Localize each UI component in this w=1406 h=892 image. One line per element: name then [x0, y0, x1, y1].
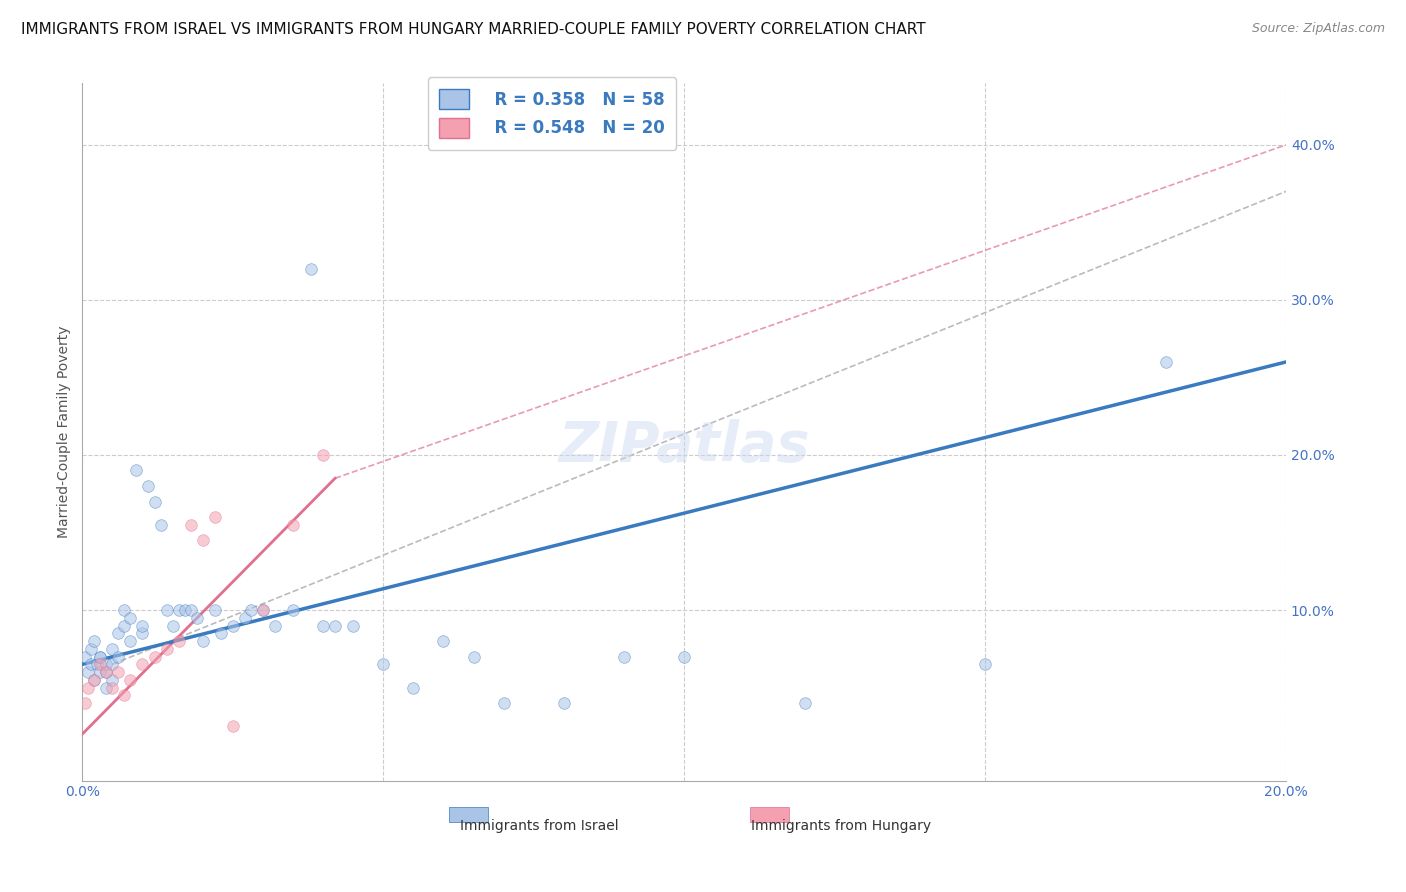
Point — [222, 618, 245, 632]
Point — [432, 634, 454, 648]
Point — [77, 681, 100, 695]
Point — [89, 657, 111, 672]
Point — [101, 641, 124, 656]
Point — [553, 696, 575, 710]
Point — [89, 649, 111, 664]
Text: IMMIGRANTS FROM ISRAEL VS IMMIGRANTS FROM HUNGARY MARRIED-COUPLE FAMILY POVERTY : IMMIGRANTS FROM ISRAEL VS IMMIGRANTS FRO… — [21, 22, 925, 37]
Point — [107, 665, 129, 679]
Point — [342, 618, 364, 632]
Y-axis label: Married-Couple Family Poverty: Married-Couple Family Poverty — [58, 326, 72, 538]
Point — [373, 657, 395, 672]
Text: Source: ZipAtlas.com: Source: ZipAtlas.com — [1251, 22, 1385, 36]
Point — [120, 634, 142, 648]
Point — [138, 479, 160, 493]
Point — [101, 673, 124, 687]
Point — [974, 657, 997, 672]
Point — [492, 696, 515, 710]
Point — [613, 649, 636, 664]
Point — [75, 649, 97, 664]
Point — [252, 603, 274, 617]
Point — [89, 649, 111, 664]
Point — [252, 603, 274, 617]
Point — [120, 673, 142, 687]
Point — [96, 681, 118, 695]
Point — [96, 665, 118, 679]
Point — [323, 618, 346, 632]
Point — [107, 649, 129, 664]
Point — [83, 673, 105, 687]
FancyBboxPatch shape — [751, 807, 789, 822]
Point — [80, 641, 103, 656]
Point — [143, 649, 166, 664]
Point — [86, 657, 108, 672]
Point — [239, 603, 262, 617]
Point — [180, 517, 202, 532]
Point — [233, 611, 256, 625]
Point — [112, 603, 135, 617]
Point — [96, 665, 118, 679]
Legend:   R = 0.358   N = 58,   R = 0.548   N = 20: R = 0.358 N = 58, R = 0.548 N = 20 — [427, 78, 676, 150]
Point — [463, 649, 485, 664]
Text: Immigrants from Hungary: Immigrants from Hungary — [751, 819, 931, 833]
Point — [180, 603, 202, 617]
Point — [112, 689, 135, 703]
Point — [155, 641, 177, 656]
Point — [96, 657, 118, 672]
Point — [143, 494, 166, 508]
Point — [149, 517, 172, 532]
Point — [191, 634, 214, 648]
Point — [312, 448, 335, 462]
Point — [281, 517, 304, 532]
Point — [186, 611, 208, 625]
Point — [281, 603, 304, 617]
Point — [264, 618, 287, 632]
Point — [209, 626, 232, 640]
Point — [112, 618, 135, 632]
Point — [83, 673, 105, 687]
Point — [120, 611, 142, 625]
Point — [162, 618, 184, 632]
Point — [107, 626, 129, 640]
Point — [173, 603, 195, 617]
Point — [131, 618, 153, 632]
Point — [402, 681, 425, 695]
Point — [204, 603, 226, 617]
FancyBboxPatch shape — [450, 807, 488, 822]
Point — [89, 665, 111, 679]
Point — [167, 603, 190, 617]
Point — [299, 261, 322, 276]
Point — [131, 657, 153, 672]
Point — [155, 603, 177, 617]
Point — [83, 634, 105, 648]
Point — [191, 533, 214, 548]
Point — [77, 665, 100, 679]
Point — [1154, 355, 1177, 369]
Point — [101, 681, 124, 695]
Point — [101, 657, 124, 672]
Text: ZIPatlas: ZIPatlas — [558, 418, 810, 473]
Point — [80, 657, 103, 672]
Point — [131, 626, 153, 640]
Point — [167, 634, 190, 648]
Text: Immigrants from Israel: Immigrants from Israel — [460, 819, 619, 833]
Point — [204, 510, 226, 524]
Point — [673, 649, 696, 664]
Point — [312, 618, 335, 632]
Point — [125, 463, 148, 477]
Point — [75, 696, 97, 710]
Point — [222, 719, 245, 733]
Point — [793, 696, 815, 710]
